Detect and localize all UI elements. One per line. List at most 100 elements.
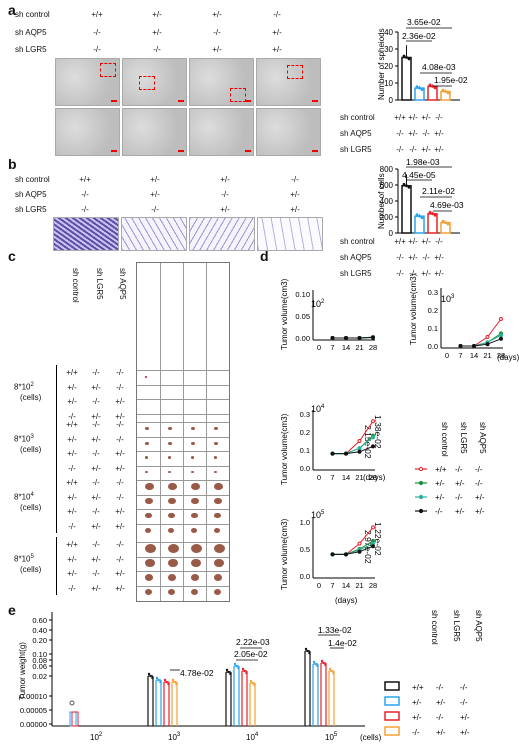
genotype-value: -/-: [221, 190, 229, 199]
genotype-value: +/+: [394, 113, 406, 122]
data-point: [415, 85, 419, 88]
series-line: [460, 334, 502, 347]
p-value: 3.65e-02: [407, 17, 441, 27]
data-point: [165, 680, 168, 684]
data-point: [312, 660, 316, 664]
legend-value: +/-: [475, 507, 485, 516]
y-tick-label: 0.10: [295, 290, 310, 299]
data-point: [499, 336, 503, 341]
data-point: [405, 184, 408, 188]
y-tick-label: 0.02: [32, 672, 47, 681]
y-tick-label: 1.0: [300, 518, 310, 527]
p-value: 1.95e-02: [434, 75, 468, 85]
y-tick-label: 0.5: [300, 545, 310, 554]
row-label: sh LGR5: [340, 269, 372, 278]
data-point: [344, 552, 348, 557]
scale-bar: [111, 100, 117, 102]
x-tick-label: 14: [342, 343, 350, 352]
micrograph-zoom: [55, 108, 120, 156]
row-label: sh LGR5: [15, 205, 47, 214]
legend-header: sh control: [430, 610, 439, 645]
panel-label-c: c: [8, 248, 16, 264]
x-tick-label: 0: [317, 473, 321, 482]
tumor-image: [214, 527, 220, 533]
y-tick-label: 400: [380, 197, 394, 206]
p-value: 1.22e-02: [373, 522, 383, 556]
genotype-value: -/-: [92, 449, 100, 458]
legend-header: sh AQP5: [474, 610, 483, 642]
row-label: sh control: [15, 175, 50, 184]
legend-swatch: [384, 696, 400, 706]
data-point: [420, 216, 424, 220]
y-tick-label: 0.00: [295, 334, 310, 343]
y-tick-label: 0.1: [428, 324, 438, 333]
genotype-value: +/-: [115, 449, 125, 458]
zoom-box: [230, 88, 246, 102]
genotype-value: +/-: [115, 569, 125, 578]
y-tick-label: 0.0: [300, 464, 310, 473]
cell-count: 8*10: [14, 554, 31, 564]
data-point: [320, 659, 324, 663]
tumor-image: [168, 456, 172, 460]
x-tick-label: 21: [355, 581, 363, 590]
p-value: 2.97e-02: [363, 530, 373, 564]
data-point: [322, 661, 325, 665]
data-point: [316, 664, 319, 668]
x-tick-label: 0: [317, 581, 321, 590]
y-tick-label: 600: [380, 181, 394, 190]
tumor-image: [214, 588, 222, 595]
data-point: [405, 56, 408, 59]
y-tick-label: 0.3: [428, 288, 438, 297]
cell-count: 8*10: [14, 434, 31, 444]
genotype-value: +/-: [91, 411, 101, 421]
genotype-value: +/-: [91, 382, 101, 392]
data-point: [173, 680, 176, 684]
data-point: [167, 682, 170, 686]
data-point: [159, 680, 162, 684]
tumor-image: [145, 558, 155, 567]
micrograph-low: [256, 58, 321, 106]
tumor-image: [168, 558, 178, 567]
x-tick-label: 103: [168, 732, 181, 742]
data-point: [249, 679, 253, 683]
cell-count-exponent: 5: [30, 553, 34, 560]
tumor-image: [145, 512, 152, 519]
legend-header: sh AQP5: [478, 422, 487, 454]
genotype-value: +/-: [91, 463, 101, 473]
x-tick-label: 14: [470, 351, 478, 360]
x-tick-label: 104: [246, 732, 259, 742]
genotype-value: +/-: [115, 583, 125, 593]
panel-label-a: a: [8, 2, 16, 18]
genotype-value: +/-: [91, 492, 101, 502]
x-tick-label: 21: [355, 473, 363, 482]
tumor-image: [191, 441, 195, 445]
data-point: [157, 678, 160, 682]
tumor-image: [191, 456, 195, 460]
row-label: sh control: [15, 10, 50, 19]
data-point: [253, 683, 256, 687]
data-point: [235, 664, 238, 668]
tumor-image: [168, 482, 177, 491]
genotype-value: -/-: [435, 113, 443, 122]
y-axis-label: Number of cells: [377, 173, 386, 229]
cell-count-exponent: 4: [30, 491, 34, 498]
genotype-value: +/-: [67, 434, 77, 444]
tumor-image: [145, 497, 153, 505]
zoom-box: [139, 76, 155, 90]
y-tick-label: 0.60: [32, 616, 47, 625]
cell-count-exponent: 2: [30, 381, 34, 388]
data-point: [237, 666, 240, 670]
data-point: [415, 213, 419, 217]
y-tick-label: 0.00005: [20, 706, 47, 715]
tumor-image: [191, 482, 200, 491]
genotype-value: -/-: [422, 129, 430, 138]
legend-value: +/-: [435, 479, 445, 488]
legend-marker: [418, 480, 424, 486]
row-label: sh LGR5: [340, 145, 372, 154]
tumor-image: [214, 497, 222, 505]
data-point: [407, 185, 411, 189]
y-axis-label: Tumor volume(cm3): [409, 273, 418, 345]
bar: [401, 185, 412, 234]
genotype-value: +/-: [150, 190, 160, 199]
genotype-value: +/-: [408, 113, 418, 122]
